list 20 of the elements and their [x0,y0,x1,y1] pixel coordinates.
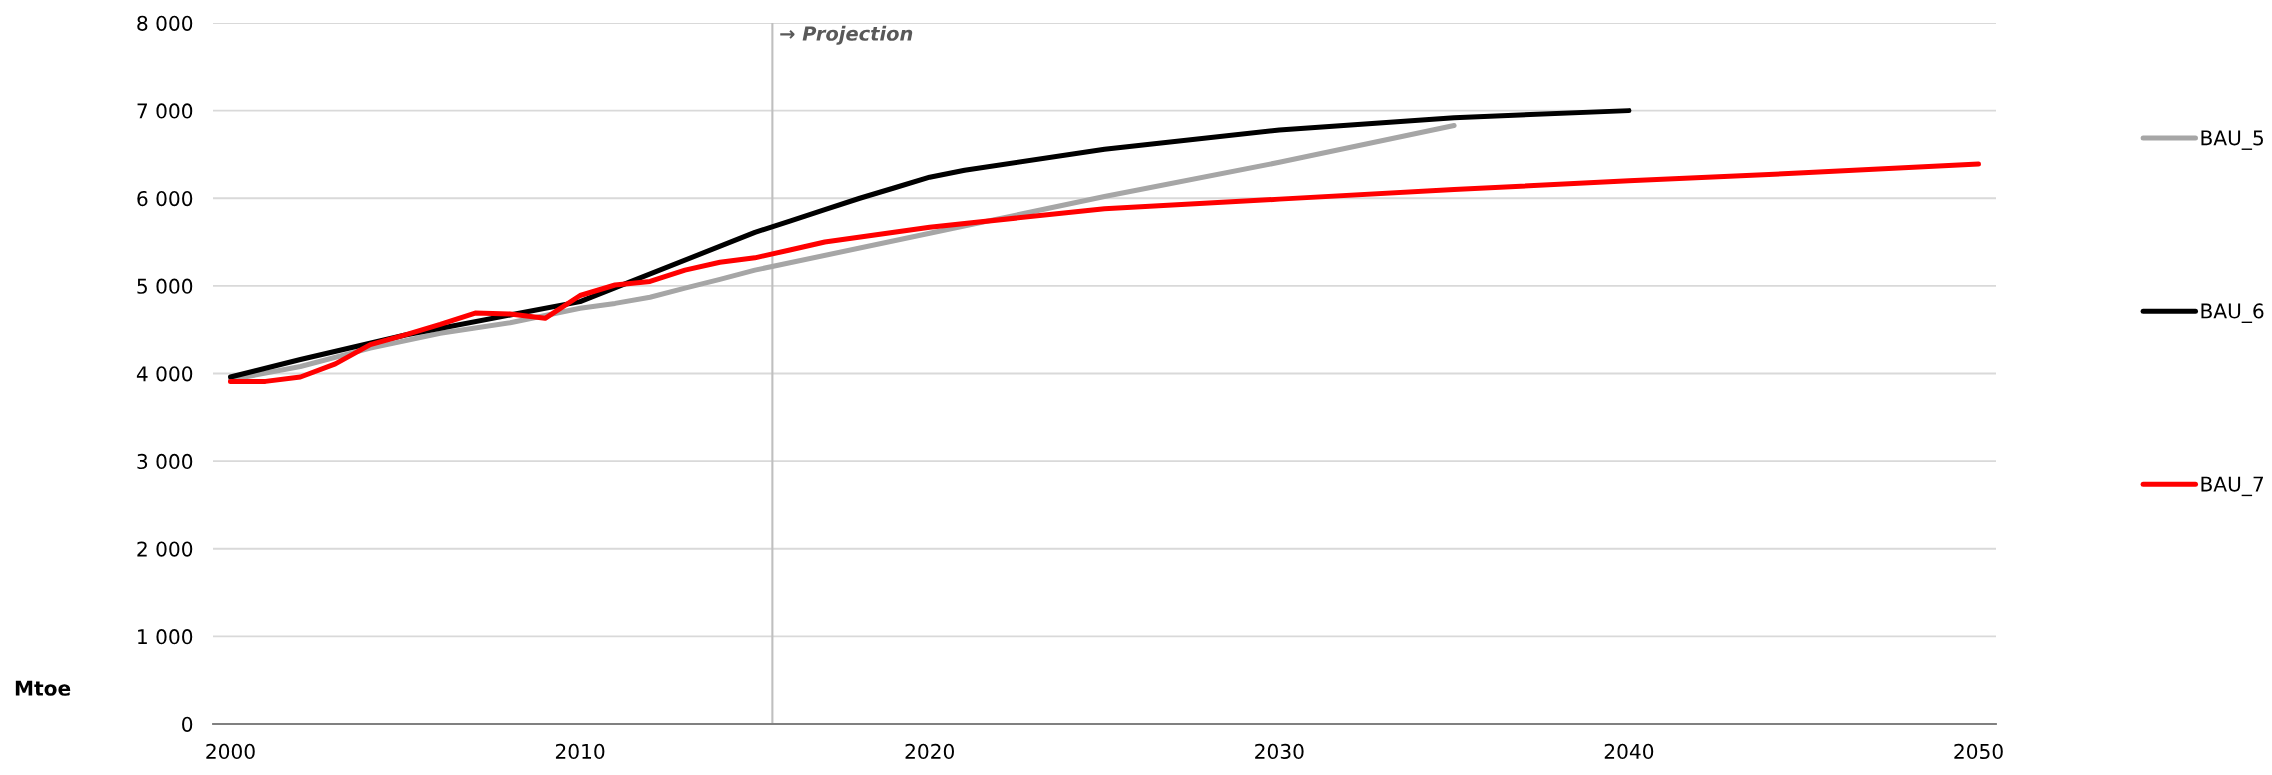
x-tick-label: 2000 [206,743,255,760]
y-axis-title: Mtoe [15,680,71,696]
y-tick-label: 3 000 [137,453,193,470]
legend-label: BAU_5 [2201,130,2263,150]
x-tick-label: 2040 [1604,743,1654,760]
y-tick-label: 7 000 [137,103,193,119]
y-tick-label: 8 000 [137,15,193,31]
y-tick-label: 6 000 [137,190,193,207]
ref-line-label: → Projection [780,25,913,45]
legend-label: BAU_7 [2201,476,2264,497]
y-tick-label: 2 000 [137,541,193,557]
x-tick-label: 2020 [905,743,954,760]
y-tick-label: 4 000 [136,366,193,382]
x-tick-label: 2030 [1255,743,1304,760]
y-tick-label: 0 [182,716,193,732]
x-tick-label: 2050 [1954,743,2003,760]
legend-label: BAU_6 [2201,303,2264,324]
y-tick-label: 1 000 [138,629,193,645]
x-tick-label: 2010 [555,743,605,760]
y-tick-label: 5 000 [137,278,193,294]
